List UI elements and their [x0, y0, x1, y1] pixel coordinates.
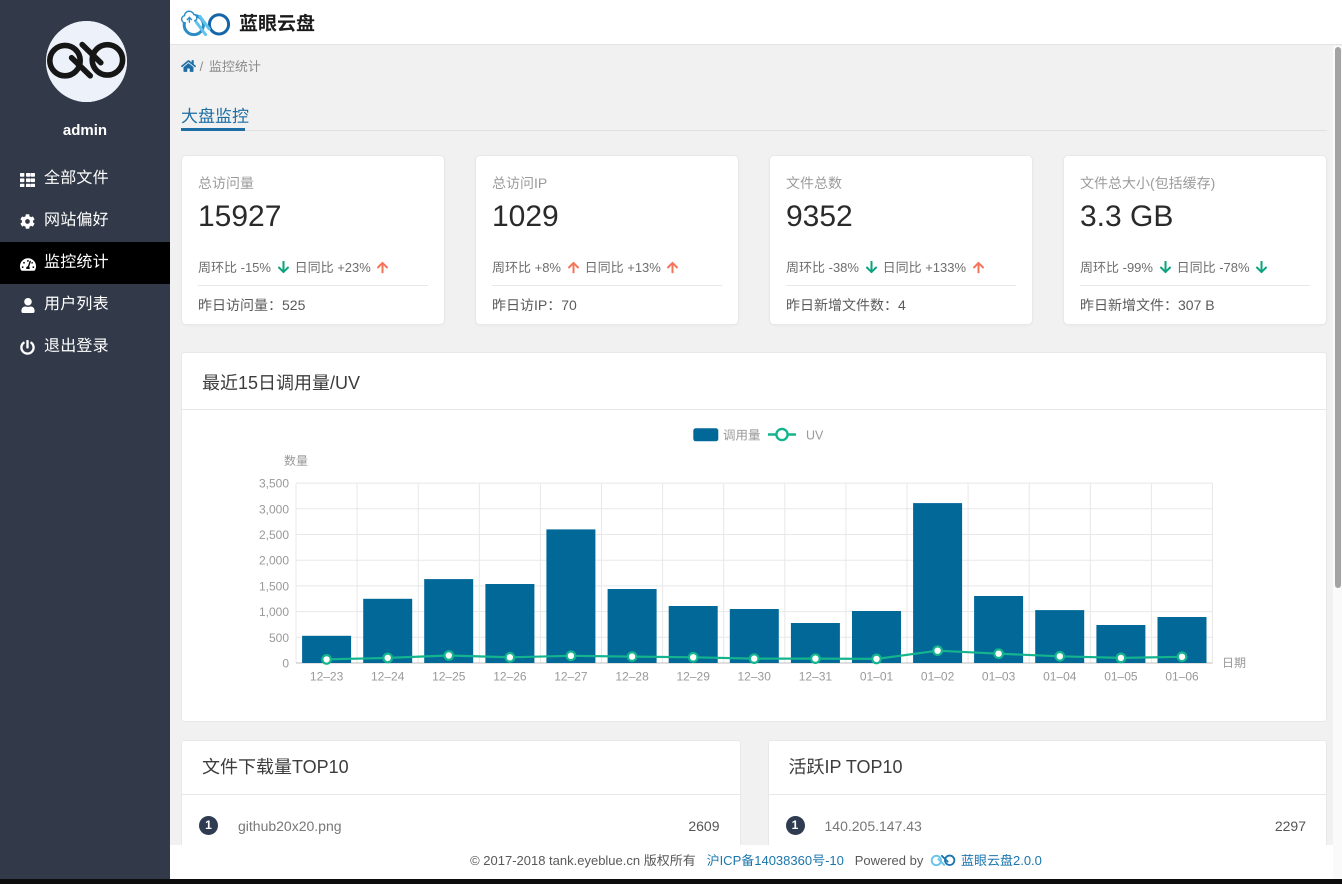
svg-text:UV: UV — [806, 429, 824, 443]
svg-text:12–24: 12–24 — [371, 670, 405, 684]
svg-text:2,000: 2,000 — [259, 554, 289, 568]
svg-text:12–26: 12–26 — [493, 670, 527, 684]
svg-text:3,500: 3,500 — [259, 477, 289, 491]
svg-text:12–25: 12–25 — [432, 670, 466, 684]
svg-text:0: 0 — [282, 657, 289, 671]
svg-text:500: 500 — [269, 631, 289, 645]
svg-text:3,000: 3,000 — [259, 502, 289, 516]
svg-text:数量: 数量 — [284, 454, 308, 468]
svg-text:1,000: 1,000 — [259, 605, 289, 619]
svg-text:01–01: 01–01 — [860, 670, 894, 684]
svg-text:01–02: 01–02 — [921, 670, 955, 684]
svg-text:01–04: 01–04 — [1043, 670, 1077, 684]
svg-text:12–23: 12–23 — [310, 670, 344, 684]
svg-text:12–28: 12–28 — [615, 670, 649, 684]
svg-text:调用量: 调用量 — [723, 429, 761, 443]
svg-text:01–03: 01–03 — [982, 670, 1016, 684]
svg-text:01–06: 01–06 — [1165, 670, 1199, 684]
svg-text:2,500: 2,500 — [259, 528, 289, 542]
svg-text:日期: 日期 — [1222, 656, 1246, 670]
svg-text:12–31: 12–31 — [799, 670, 833, 684]
svg-text:12–30: 12–30 — [738, 670, 772, 684]
svg-text:12–29: 12–29 — [677, 670, 711, 684]
svg-text:1,500: 1,500 — [259, 579, 289, 593]
svg-text:01–05: 01–05 — [1104, 670, 1138, 684]
svg-text:12–27: 12–27 — [554, 670, 588, 684]
